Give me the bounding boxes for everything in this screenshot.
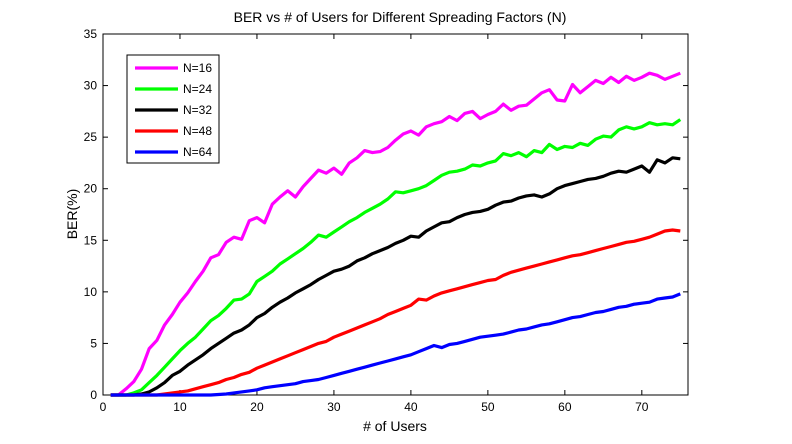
- series-line-n-48: [110, 228, 681, 397]
- x-tick-label: 0: [100, 400, 107, 414]
- y-tick-label: 25: [84, 130, 98, 144]
- plot-frame: [102, 33, 689, 396]
- x-tick-label: 30: [327, 400, 341, 414]
- series-lines: [110, 71, 682, 397]
- y-tick-label: 0: [90, 388, 97, 402]
- x-tick-label: 70: [635, 400, 649, 414]
- x-axis-label: # of Users: [363, 418, 427, 434]
- legend-label-n-48: N=48: [183, 124, 212, 138]
- legend: N=16 N=24 N=32 N=48 N=64: [126, 54, 220, 164]
- y-tick-label: 15: [84, 233, 98, 247]
- x-tick-label: 50: [481, 400, 495, 414]
- legend-label-n-64: N=64: [183, 145, 212, 159]
- plot-area: [102, 33, 689, 396]
- y-tick-label: 35: [84, 27, 98, 41]
- legend-label-n-32: N=32: [183, 103, 212, 117]
- series-line-n-64: [110, 292, 681, 397]
- x-tick-label: 10: [173, 400, 187, 414]
- series-line-n-24: [110, 118, 682, 397]
- y-axis-label: BER(%): [64, 189, 80, 240]
- series-line-n-16: [110, 71, 681, 397]
- y-tick-label: 10: [84, 285, 98, 299]
- y-tick-label: 30: [84, 79, 98, 93]
- x-tick-label: 60: [558, 400, 572, 414]
- series-line-n-32: [110, 156, 681, 397]
- chart-title: BER vs # of Users for Different Spreadin…: [234, 9, 567, 25]
- axis-ticks: 0 10 20 30 40 50 60 70 0 5 10 15 20 25 30 35: [84, 27, 688, 414]
- legend-label-n-16: N=16: [183, 61, 212, 75]
- x-tick-label: 20: [250, 400, 264, 414]
- legend-label-n-24: N=24: [183, 82, 212, 96]
- x-tick-label: 40: [404, 400, 418, 414]
- y-tick-label: 20: [84, 182, 98, 196]
- y-tick-label: 5: [90, 336, 97, 350]
